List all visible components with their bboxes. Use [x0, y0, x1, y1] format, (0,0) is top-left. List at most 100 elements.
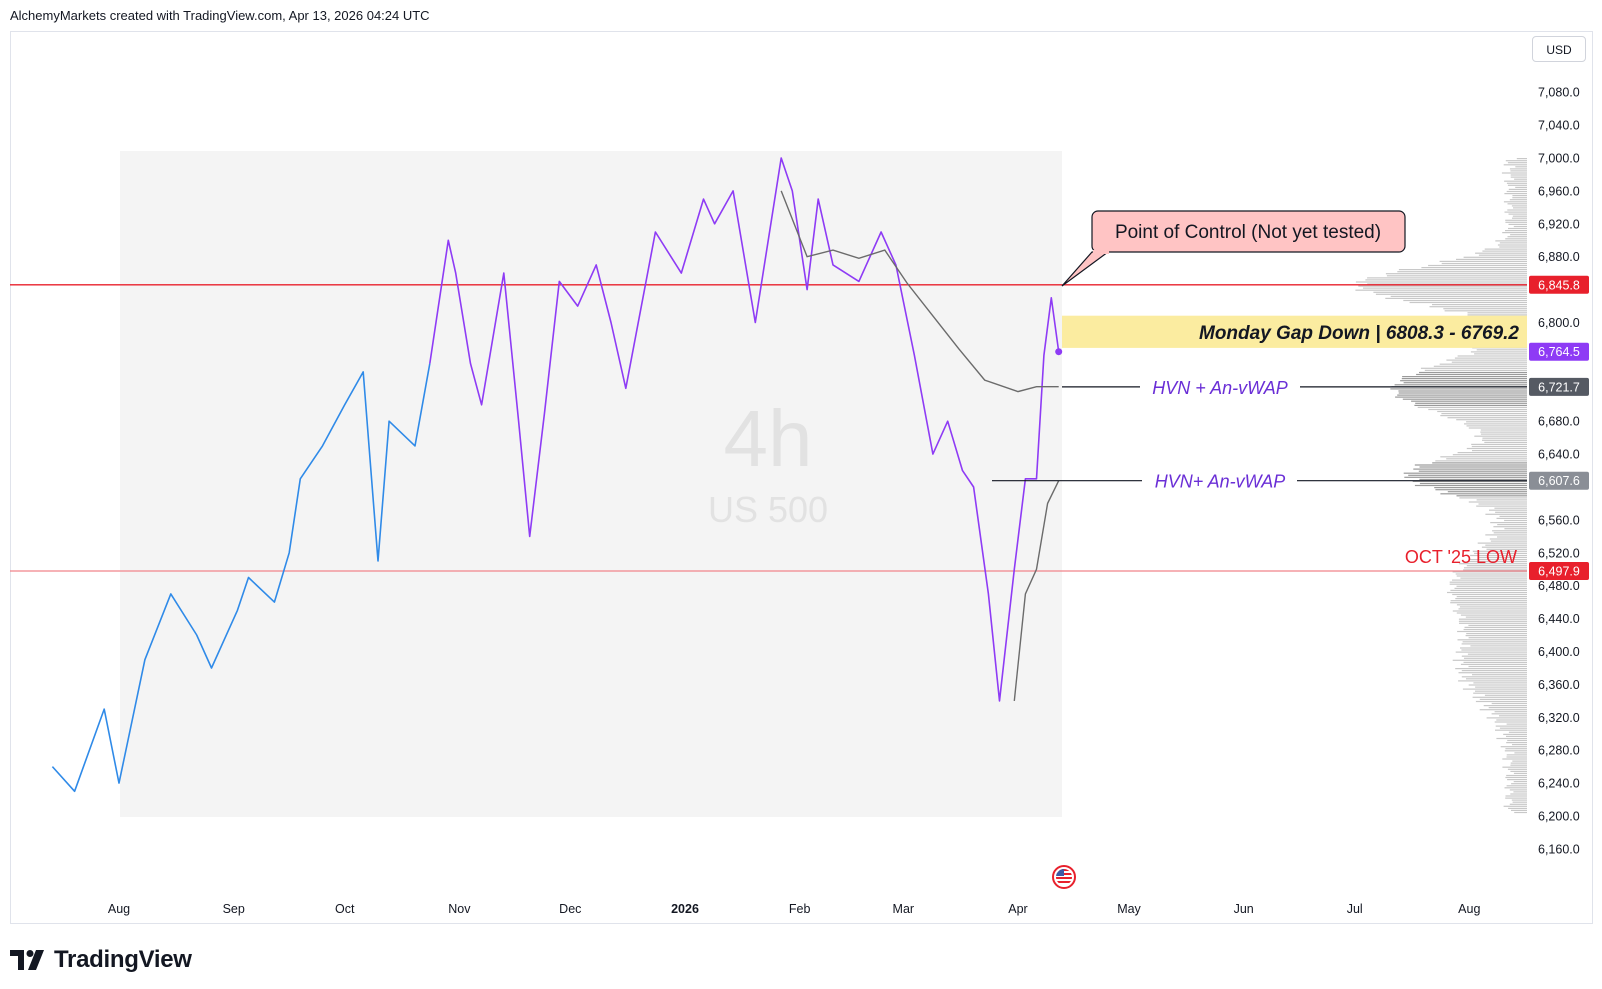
price-axis[interactable]: 7,080.0 7,040.0 7,000.0 6,960.0 6,920.0 6,880… [1538, 86, 1580, 857]
volume-profile-bar [1437, 410, 1527, 413]
volume-profile-bar [1475, 686, 1527, 688]
brand-name: TradingView [54, 946, 192, 973]
price-label-box [1529, 562, 1589, 580]
footer-brand[interactable]: TradingView [10, 946, 192, 974]
vwap-line-2 [1013, 480, 1060, 701]
volume-profile-bar [1428, 264, 1527, 267]
price-tick-label: 6,560.0 [1538, 513, 1580, 527]
volume-profile-bar [1475, 252, 1527, 254]
volume-profile-bar [1504, 180, 1527, 182]
volume-profile-bar [1419, 466, 1527, 468]
volume-profile-bar [1512, 197, 1527, 199]
volume-profile-bar [1456, 495, 1527, 497]
volume-profile-bar [1511, 799, 1527, 801]
volume-profile-bar [1446, 359, 1527, 361]
volume-profile-bar [1480, 431, 1527, 433]
volume-profile-bar [1501, 172, 1527, 174]
volume-profile-bar [1486, 717, 1527, 719]
currency-selector[interactable]: USD [1532, 36, 1586, 62]
volume-profile-bar [1411, 400, 1527, 402]
volume-profile-bar [1480, 433, 1527, 435]
volume-profile-bar [1435, 489, 1527, 491]
volume-profile-bar [1441, 262, 1527, 265]
price-label-text: 6,497.9 [1538, 565, 1580, 579]
volume-profile-bar [1458, 608, 1527, 610]
volume-profile-bar [1446, 458, 1527, 460]
volume-profile-bar [1493, 526, 1527, 528]
us-flag-icon[interactable] [1052, 865, 1076, 889]
volume-profile-bar [1441, 413, 1527, 415]
gap-zone[interactable] [1062, 315, 1527, 348]
time-tick-label: Feb [789, 902, 811, 916]
time-tick-label: Sep [223, 902, 245, 916]
volume-profile-bar [1457, 452, 1527, 454]
volume-profile-bar [1461, 655, 1527, 657]
volume-profile-bar [1513, 225, 1527, 228]
volume-profile-bar [1478, 556, 1527, 559]
price-tick-label: 6,440.0 [1538, 612, 1580, 626]
volume-profile-bar [1475, 700, 1527, 703]
watermark-symbol: US 500 [708, 489, 828, 530]
volume-profile-bar [1468, 427, 1527, 429]
volume-profile-bar [1467, 312, 1527, 314]
volume-profile-bar [1419, 371, 1527, 374]
volume-profile-bar [1417, 406, 1527, 408]
volume-profile-bar [1508, 188, 1527, 190]
volume-profile-bar [1457, 639, 1527, 641]
volume-profile-bar [1447, 417, 1527, 419]
volume-profile-bar [1506, 774, 1527, 777]
watermark-interval: 4h [724, 394, 813, 483]
volume-profile-bar [1514, 811, 1527, 814]
volume-profile-bar [1457, 630, 1527, 633]
volume-profile-bar [1450, 602, 1527, 604]
volume-profile-bar [1470, 645, 1527, 647]
volume-profile-bar [1402, 398, 1527, 400]
volume-profile-bar [1495, 729, 1527, 731]
price-tick-label: 6,880.0 [1538, 250, 1580, 264]
volume-profile-bar [1414, 464, 1527, 466]
volume-profile-bar [1409, 301, 1527, 304]
price-tick-label: 6,960.0 [1538, 184, 1580, 198]
volume-profile-bar [1435, 460, 1527, 462]
vwap-series[interactable] [780, 190, 1060, 701]
volume-profile-bar [1508, 213, 1527, 215]
volume-profile-bar [1493, 532, 1527, 534]
volume-profile-bar [1502, 766, 1527, 768]
volume-profile-bar [1419, 478, 1527, 480]
volume-profile-bar [1472, 450, 1527, 452]
price-tick-label: 7,000.0 [1538, 152, 1580, 166]
last-price-dot [1055, 348, 1063, 356]
price-label-box [1529, 377, 1589, 396]
volume-profile-bar [1502, 758, 1527, 760]
volume-profile-bar [1419, 482, 1527, 485]
price-series[interactable] [51, 157, 1060, 793]
time-axis[interactable]: Aug Sep Oct Nov Dec 2026 Feb Mar Apr May Jun Jul Aug [108, 902, 1481, 916]
volume-profile-bar [1439, 363, 1527, 365]
volume-profile-bar [1467, 314, 1527, 316]
volume-profile-bar [1476, 505, 1527, 507]
volume-profile-bar [1413, 468, 1527, 470]
volume-profile-bar [1398, 392, 1527, 394]
volume-profile-bar [1514, 752, 1527, 754]
gap-label: Monday Gap Down | 6808.3 - 6769.2 [1199, 323, 1519, 344]
volume-profile-bar [1460, 663, 1527, 665]
volume-profile-bar [1452, 454, 1527, 456]
volume-profile-bar [1463, 256, 1527, 258]
volume-profile-bar [1499, 515, 1527, 517]
volume-profile-bar [1459, 606, 1527, 608]
volume-profile-bar [1510, 793, 1527, 795]
volume-profile-bar [1454, 587, 1527, 589]
volume-profile-bar [1497, 536, 1527, 538]
price-tick-label: 6,240.0 [1538, 777, 1580, 791]
chart-frame[interactable] [10, 31, 1593, 924]
volume-profile-bar [1458, 672, 1527, 674]
volume-profile-bar [1473, 682, 1527, 684]
volume-profile-bar [1429, 306, 1527, 308]
volume-profile-bar [1480, 429, 1527, 431]
volume-profile-bar [1513, 791, 1527, 793]
volume-profile-bar [1507, 184, 1527, 186]
volume-profile-bar [1490, 540, 1527, 542]
volume-profile-bar [1506, 785, 1527, 787]
volume-profile-bar [1460, 577, 1527, 579]
